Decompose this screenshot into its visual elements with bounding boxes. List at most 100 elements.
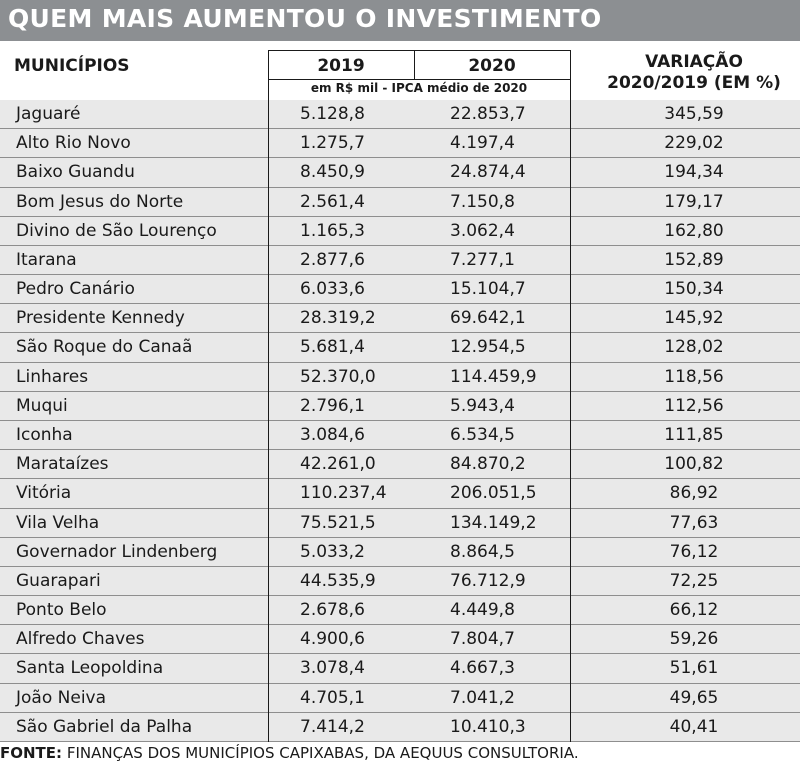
value-2019-cell: 6.033,6 [300, 279, 365, 300]
value-2020-cell: 7.041,2 [450, 687, 515, 708]
value-2020-cell: 22.853,7 [450, 104, 526, 124]
variacao-cell: 76,12 [669, 541, 719, 562]
municipio-cell: Guarapari [16, 570, 101, 591]
value-2020-cell: 114.459,9 [450, 366, 537, 387]
value-2019-cell: 1.275,7 [300, 133, 365, 154]
municipio-cell: Divino de São Lourenço [16, 220, 217, 241]
variacao-cell: 66,12 [669, 600, 719, 621]
value-2019-cell: 2.877,6 [300, 249, 365, 270]
variacao-cell: 112,56 [664, 395, 724, 416]
unit-note: em R$ mil - IPCA médio de 2020 [310, 81, 528, 95]
table-row: Vitória 110.237,4 206.051,5 86,92 [0, 479, 800, 509]
variacao-cell: 345,59 [664, 104, 724, 124]
municipio-cell: Alto Rio Novo [16, 133, 131, 154]
table-row: Divino de São Lourenço 1.165,3 3.062,4 162,… [0, 217, 800, 246]
footer-source: FONTE: FINANÇAS DOS MUNICÍPIOS CAPIXABAS… [0, 744, 579, 762]
variacao-cell: 152,89 [664, 249, 724, 270]
variacao-cell: 162,80 [664, 220, 724, 241]
column-header-variacao: VARIAÇÃO 2020/2019 (EM %) [588, 52, 800, 94]
value-2020-cell: 4.197,4 [450, 133, 515, 154]
table-row: João Neiva 4.705,1 7.041,2 49,65 [0, 684, 800, 713]
value-2019-cell: 2.561,4 [300, 191, 365, 212]
title-bar: QUEM MAIS AUMENTOU O INVESTIMENTO [0, 0, 800, 41]
value-2019-cell: 3.084,6 [300, 425, 365, 445]
variacao-cell: 86,92 [669, 483, 719, 504]
municipio-cell: Marataízes [16, 454, 109, 475]
variacao-cell: 118,56 [664, 366, 724, 387]
value-2019-cell: 110.237,4 [300, 483, 387, 504]
value-2019-cell: 5.681,4 [300, 337, 365, 358]
municipio-cell: Jaguaré [16, 104, 81, 124]
header-box-left [268, 50, 269, 100]
value-2020-cell: 4.449,8 [450, 600, 515, 621]
column-header-2020: 2020 [468, 56, 516, 76]
table-row: Vila Velha 75.521,5 134.149,2 77,63 [0, 509, 800, 538]
municipio-cell: Alfredo Chaves [16, 629, 145, 650]
value-2019-cell: 52.370,0 [300, 366, 376, 387]
value-2019-cell: 1.165,3 [300, 220, 365, 241]
value-2019-cell: 2.796,1 [300, 395, 365, 416]
value-2020-cell: 24.874,4 [450, 162, 526, 183]
footer-text: FINANÇAS DOS MUNICÍPIOS CAPIXABAS, DA AE… [66, 744, 579, 762]
municipio-cell: Bom Jesus do Norte [16, 191, 184, 212]
value-2020-cell: 4.667,3 [450, 658, 515, 679]
value-2019-cell: 3.078,4 [300, 658, 365, 679]
variacao-cell: 49,65 [669, 687, 719, 708]
value-2020-cell: 3.062,4 [450, 220, 515, 241]
value-2019-cell: 2.678,6 [300, 600, 365, 621]
table-row: Guarapari 44.535,9 76.712,9 72,25 [0, 567, 800, 597]
municipio-cell: Vila Velha [16, 512, 100, 533]
column-divider-2 [570, 100, 571, 742]
municipio-cell: Governador Lindenberg [16, 541, 218, 562]
variacao-cell: 77,63 [669, 512, 719, 533]
value-2019-cell: 44.535,9 [300, 570, 376, 591]
table-row: Pedro Canário 6.033,6 15.104,7 150,34 [0, 275, 800, 305]
value-2020-cell: 8.864,5 [450, 541, 515, 562]
municipio-cell: João Neiva [16, 687, 107, 708]
column-divider-1 [268, 100, 269, 742]
value-2020-cell: 76.712,9 [450, 570, 526, 591]
value-2019-cell: 5.128,8 [300, 104, 365, 124]
municipio-cell: Santa Leopoldina [16, 658, 164, 679]
municipio-cell: Presidente Kennedy [16, 308, 185, 329]
header-box-mid [268, 79, 571, 80]
table-row: Iconha 3.084,6 6.534,5 111,85 [0, 421, 800, 451]
value-2020-cell: 10.410,3 [450, 716, 526, 737]
column-header-2019: 2019 [317, 56, 365, 76]
table-row: Presidente Kennedy 28.319,2 69.642,1 145,92 [0, 304, 800, 334]
municipio-cell: Baixo Guandu [16, 162, 135, 183]
variacao-cell: 145,92 [664, 308, 724, 329]
header-box-right [570, 50, 571, 100]
column-header-municipios: MUNICÍPIOS [14, 56, 130, 76]
value-2020-cell: 69.642,1 [450, 308, 526, 329]
municipio-cell: Vitória [16, 483, 72, 504]
table-row: Baixo Guandu 8.450,9 24.874,4 194,34 [0, 158, 800, 188]
column-header-variacao-line1: VARIAÇÃO [645, 52, 743, 72]
municipio-cell: Linhares [16, 366, 89, 387]
table-row: Santa Leopoldina 3.078,4 4.667,3 51,61 [0, 654, 800, 684]
chart-title: QUEM MAIS AUMENTOU O INVESTIMENTO [8, 4, 602, 33]
variacao-cell: 128,02 [664, 337, 724, 358]
municipio-cell: Pedro Canário [16, 279, 135, 300]
variacao-cell: 100,82 [664, 454, 724, 475]
table-row: Governador Lindenberg 5.033,2 8.864,5 76,12 [0, 538, 800, 567]
value-2020-cell: 6.534,5 [450, 425, 515, 445]
value-2020-cell: 7.804,7 [450, 629, 515, 650]
table-row: Muqui 2.796,1 5.943,4 112,56 [0, 392, 800, 421]
variacao-cell: 150,34 [664, 279, 724, 300]
variacao-cell: 111,85 [664, 425, 724, 445]
value-2019-cell: 4.900,6 [300, 629, 365, 650]
table-row: Marataízes 42.261,0 84.870,2 100,82 [0, 450, 800, 480]
table-row: Alto Rio Novo 1.275,7 4.197,4 229,02 [0, 129, 800, 159]
table-row: Alfredo Chaves 4.900,6 7.804,7 59,26 [0, 625, 800, 655]
municipio-cell: Ponto Belo [16, 600, 107, 621]
value-2019-cell: 7.414,2 [300, 716, 365, 737]
table-row: São Gabriel da Palha 7.414,2 10.410,3 40,41 [0, 713, 800, 742]
variacao-cell: 179,17 [664, 191, 724, 212]
table-body: Jaguaré 5.128,8 22.853,7 345,59 Alto Rio Nov… [0, 100, 800, 742]
municipio-cell: São Gabriel da Palha [16, 716, 193, 737]
value-2020-cell: 7.150,8 [450, 191, 515, 212]
table-row: Bom Jesus do Norte 2.561,4 7.150,8 179,17 [0, 188, 800, 217]
table-row: Linhares 52.370,0 114.459,9 118,56 [0, 363, 800, 392]
table-row: Itarana 2.877,6 7.277,1 152,89 [0, 246, 800, 276]
